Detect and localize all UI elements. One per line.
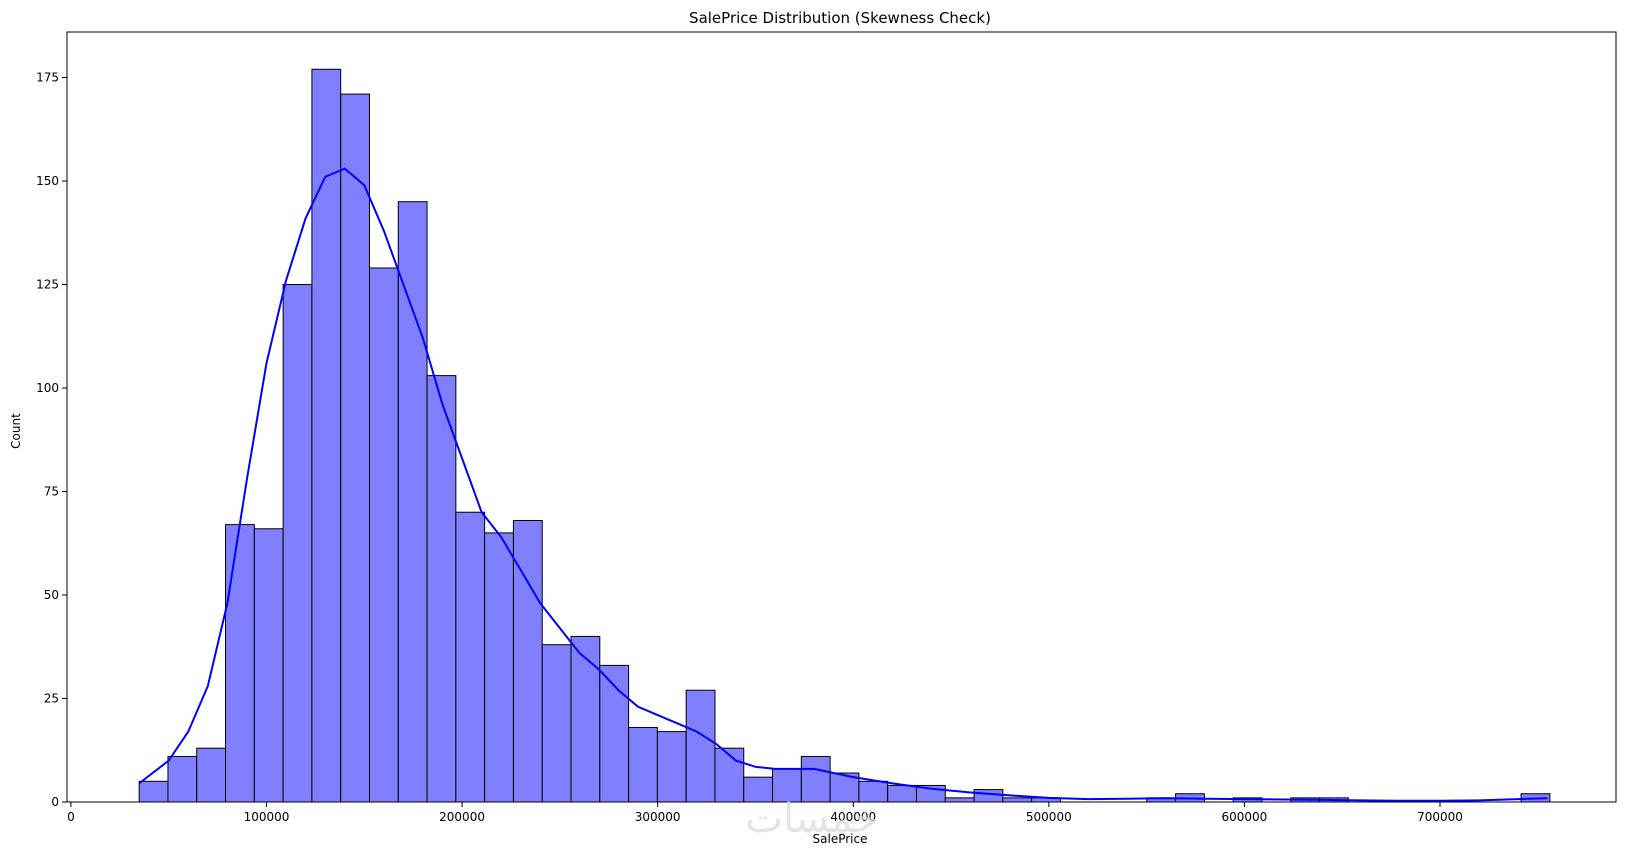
histogram-bar xyxy=(685,689,716,803)
y-axis-label: Count xyxy=(9,413,23,449)
y-tick-label: 25 xyxy=(44,692,59,706)
x-tick-label: 100000 xyxy=(244,810,290,824)
histogram-bar xyxy=(599,664,630,803)
histogram-bar xyxy=(484,532,514,803)
chart-title: SalePrice Distribution (Skewness Check) xyxy=(689,9,991,27)
histogram-bar xyxy=(196,747,227,803)
histogram-bar xyxy=(1002,797,1033,803)
y-tick-label: 100 xyxy=(36,381,59,395)
histogram-bar xyxy=(225,524,255,803)
histogram-bar xyxy=(253,528,284,803)
x-tick-label: 0 xyxy=(67,810,75,824)
histogram-bar xyxy=(973,789,1004,803)
histogram-bar xyxy=(167,755,198,803)
x-tick-label: 400000 xyxy=(830,810,876,824)
y-tick-label: 175 xyxy=(36,71,59,85)
histogram-bar xyxy=(368,267,399,803)
bars-group xyxy=(138,68,1551,803)
histogram-bar xyxy=(714,747,745,803)
histogram-bar xyxy=(570,635,601,803)
histogram-bar xyxy=(397,201,428,803)
histogram-bar xyxy=(138,780,169,803)
y-tick-label: 75 xyxy=(44,485,59,499)
histogram-bar xyxy=(512,519,543,803)
watermark: خمسات xyxy=(745,796,878,842)
y-axis-ticks: 0 25 50 75 100 125 150 175 xyxy=(36,71,67,809)
y-tick-label: 0 xyxy=(51,795,59,809)
y-tick-label: 50 xyxy=(44,588,59,602)
x-tick-label: 700000 xyxy=(1417,810,1463,824)
histogram-bar xyxy=(656,731,687,803)
plot-frame xyxy=(66,31,1617,803)
x-axis-ticks: 0 100000 200000 300000 400000 500000 600000 700… xyxy=(67,802,1463,824)
y-tick-label: 125 xyxy=(36,278,59,292)
histogram-bar xyxy=(311,68,342,803)
x-tick-label: 300000 xyxy=(635,810,681,824)
x-tick-label: 500000 xyxy=(1026,810,1072,824)
histogram-bar xyxy=(944,797,975,803)
histogram-bar xyxy=(455,511,486,803)
x-tick-label: 600000 xyxy=(1221,810,1267,824)
histogram-bar xyxy=(426,375,457,803)
histogram-bar xyxy=(541,644,572,803)
x-axis-label: SalePrice xyxy=(813,832,868,846)
histogram-bar xyxy=(340,93,370,803)
histogram-bar xyxy=(282,284,313,803)
histogram-bar xyxy=(887,784,917,803)
histogram-bar xyxy=(628,726,658,803)
x-tick-label: 200000 xyxy=(439,810,485,824)
kde-curve xyxy=(138,167,1548,802)
y-tick-label: 150 xyxy=(36,174,59,188)
